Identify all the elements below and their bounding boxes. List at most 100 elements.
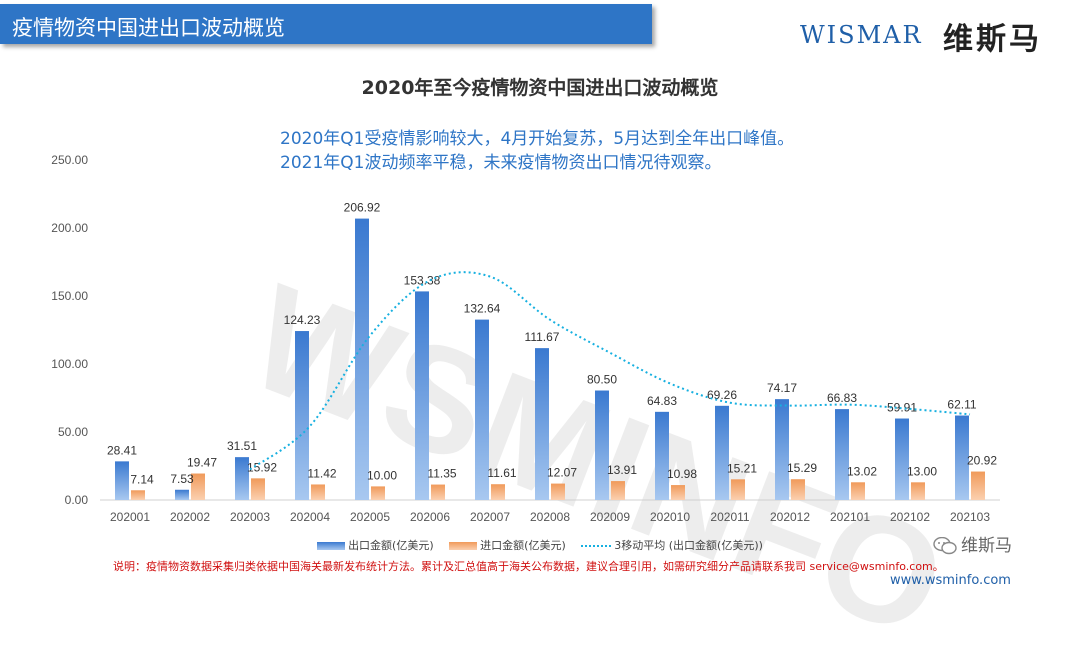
legend-import: 进口金额(亿美元) (449, 537, 566, 553)
import-data-label: 15.92 (247, 460, 277, 474)
import-bar (491, 484, 505, 500)
x-tick-label: 202009 (590, 510, 630, 524)
export-data-label: 28.41 (107, 443, 137, 457)
y-tick-label: 100.00 (51, 357, 88, 371)
legend-import-label: 进口金额(亿美元) (480, 539, 566, 552)
import-data-label: 15.29 (787, 461, 817, 475)
export-bar (355, 218, 369, 500)
export-bar (775, 399, 789, 500)
export-data-label: 80.50 (587, 373, 617, 387)
import-data-label: 19.47 (187, 456, 217, 470)
x-tick-label: 202011 (710, 510, 749, 524)
import-data-label: 13.91 (607, 463, 637, 477)
export-data-label: 59.91 (887, 401, 917, 415)
import-bar (551, 483, 565, 500)
import-data-label: 12.07 (547, 466, 577, 480)
x-tick-label: 202005 (350, 510, 390, 524)
import-bar (971, 471, 985, 500)
import-data-label: 7.14 (130, 472, 154, 486)
moving-average-line (249, 271, 971, 471)
export-bar (475, 319, 489, 500)
export-data-label: 153.38 (404, 273, 441, 287)
export-bar (655, 411, 669, 500)
chart-note-1: 2020年Q1受疫情影响较大，4月开始复苏，5月达到全年出口峰值。 (280, 129, 795, 149)
import-bar (911, 482, 925, 500)
import-bar (611, 481, 625, 500)
import-bar (251, 478, 265, 500)
export-data-label: 74.17 (767, 381, 797, 395)
import-bar (191, 473, 205, 500)
import-data-label: 10.98 (667, 467, 697, 481)
y-tick-label: 50.00 (58, 425, 88, 439)
chart-note-2: 2021年Q1波动频率平稳，未来疫情物资出口情况待观察。 (280, 153, 722, 173)
export-data-label: 124.23 (284, 313, 321, 327)
import-bar (371, 486, 385, 500)
disclaimer: 说明：疫情物资数据采集归类依据中国海关最新发布统计方法。累计及汇总值高于海关公布… (113, 560, 944, 573)
logo-cn: 维斯马 (943, 22, 1042, 57)
export-data-label: 31.51 (227, 439, 257, 453)
logo-wismar: WISMAR (800, 21, 923, 49)
export-data-label: 206.92 (344, 201, 381, 215)
chart-legend: 出口金额(亿美元) 进口金额(亿美元) 3移动平均 (出口金额(亿美元)) (0, 537, 1080, 553)
export-data-label: 132.64 (464, 302, 501, 316)
x-tick-label: 202002 (170, 510, 210, 524)
chart-title: 2020年至今疫情物资中国进出口波动概览 (361, 77, 719, 99)
x-tick-label: 202103 (950, 510, 990, 524)
x-tick-label: 202010 (650, 510, 690, 524)
export-data-label: 66.83 (827, 391, 857, 405)
import-bar (431, 484, 445, 500)
wechat-label: 维斯马 (961, 536, 1012, 556)
x-tick-label: 202008 (530, 510, 570, 524)
import-data-label: 13.02 (847, 464, 877, 478)
y-tick-label: 250.00 (51, 153, 88, 167)
export-bar (415, 291, 429, 500)
import-bar (671, 485, 685, 500)
legend-export: 出口金额(亿美元) (317, 537, 434, 553)
import-bar (731, 479, 745, 500)
wechat-badge: 维斯马 (933, 531, 1012, 556)
export-data-label: 7.53 (170, 472, 194, 486)
export-data-label: 62.11 (947, 398, 976, 412)
legend-import-swatch (449, 542, 478, 550)
import-bar (791, 479, 805, 500)
export-bar (535, 348, 549, 500)
import-data-label: 11.61 (487, 466, 516, 480)
x-tick-label: 202001 (110, 510, 150, 524)
legend-avg-label: 3移动平均 (出口金额(亿美元)) (614, 539, 763, 552)
import-data-label: 10.00 (367, 468, 397, 482)
export-data-label: 69.26 (707, 388, 737, 402)
export-bar (175, 489, 189, 500)
export-bar (895, 418, 909, 500)
website-link[interactable]: www.wsminfo.com (890, 573, 1011, 588)
x-tick-label: 202003 (230, 510, 270, 524)
x-tick-label: 202007 (470, 510, 510, 524)
legend-export-label: 出口金额(亿美元) (348, 539, 434, 552)
export-bar (955, 415, 969, 500)
import-bar (851, 482, 865, 500)
export-bar (835, 409, 849, 500)
y-tick-label: 0.00 (65, 493, 89, 507)
export-bar (595, 390, 609, 500)
export-data-label: 64.83 (647, 394, 677, 408)
import-data-label: 11.42 (307, 466, 336, 480)
y-tick-label: 200.00 (51, 221, 88, 235)
x-tick-label: 202012 (770, 510, 810, 524)
legend-avg-swatch (581, 545, 612, 547)
import-bar (131, 490, 145, 500)
import-data-label: 15.21 (727, 461, 757, 475)
import-data-label: 20.92 (967, 454, 997, 468)
page-title: 疫情物资中国进出口波动概览 (12, 16, 285, 40)
y-tick-label: 150.00 (51, 289, 88, 303)
import-data-label: 13.00 (907, 464, 937, 478)
export-data-label: 111.67 (525, 330, 560, 344)
export-bar (715, 405, 729, 500)
wechat-icon (933, 537, 957, 555)
x-tick-label: 202004 (290, 510, 330, 524)
legend-export-swatch (317, 542, 346, 550)
x-tick-label: 202101 (830, 510, 870, 524)
legend-avg: 3移动平均 (出口金额(亿美元)) (581, 537, 763, 553)
x-tick-label: 202006 (410, 510, 450, 524)
export-bar (295, 331, 309, 500)
import-bar (311, 484, 325, 500)
x-tick-label: 202102 (890, 510, 930, 524)
